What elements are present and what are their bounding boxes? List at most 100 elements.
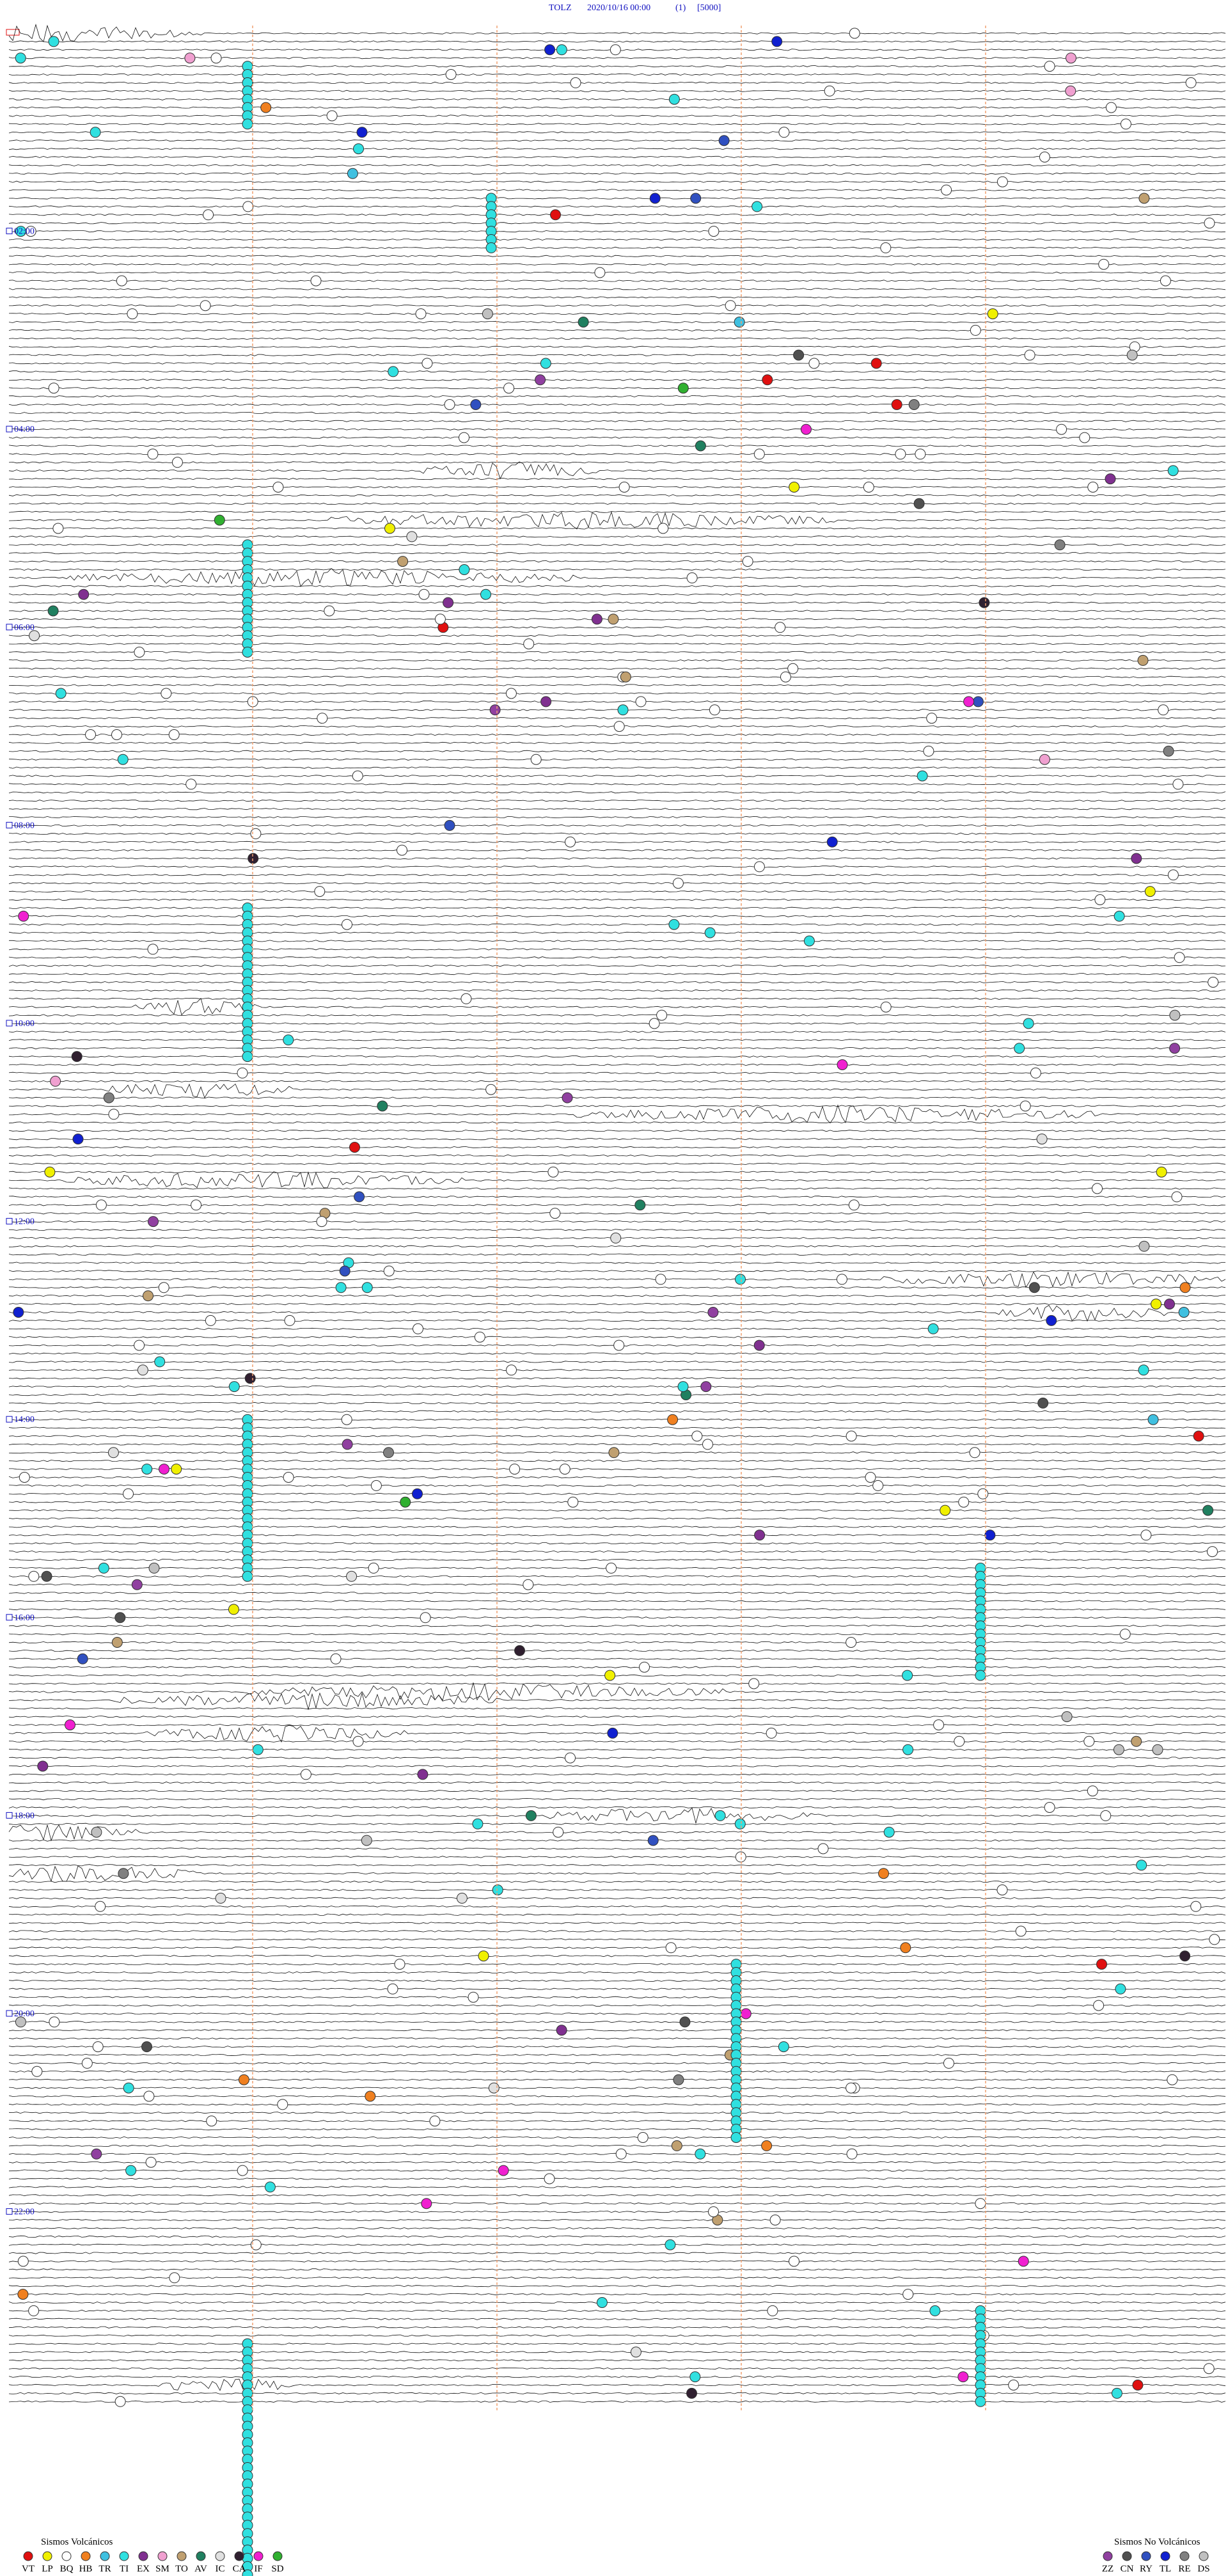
event-marker — [846, 2148, 858, 2160]
event-marker — [704, 927, 716, 938]
event-marker — [1105, 102, 1117, 113]
legend-swatch — [23, 2551, 33, 2561]
trace — [8, 2161, 1226, 2163]
event-marker — [902, 1744, 914, 1755]
event-marker — [902, 1670, 913, 1681]
event-marker — [272, 482, 284, 493]
trace — [8, 981, 1225, 984]
event-marker — [1065, 85, 1076, 97]
trace — [8, 709, 1225, 711]
trace — [8, 1707, 1226, 1710]
trace — [8, 1534, 1226, 1537]
time-label: 22:00 — [14, 2208, 35, 2217]
event-marker — [742, 556, 753, 567]
trace — [8, 1847, 1226, 1850]
trace — [8, 370, 1226, 373]
event-marker — [342, 919, 352, 930]
trace — [8, 898, 1226, 901]
event-marker — [77, 1653, 88, 1664]
event-marker — [1039, 152, 1050, 162]
legend-title: Sismos No Volcánicos — [1114, 2537, 1200, 2547]
trace — [9, 1261, 1226, 1264]
event-marker — [1056, 423, 1067, 435]
event-marker — [1167, 2074, 1178, 2085]
event-marker — [1092, 1183, 1103, 1194]
event-marker — [238, 2074, 249, 2085]
trace — [8, 2210, 1226, 2213]
event-marker — [880, 242, 892, 253]
event-marker — [1093, 2000, 1105, 2011]
legend-code: CN — [1121, 2564, 1134, 2574]
event-marker — [849, 28, 860, 39]
event-marker — [1171, 1191, 1183, 1203]
event-marker — [996, 176, 1008, 187]
event-marker — [1204, 217, 1215, 229]
event-marker — [277, 2099, 288, 2110]
event-marker — [1156, 1166, 1167, 1178]
event-marker — [492, 1885, 503, 1895]
event-marker — [95, 1199, 107, 1211]
event-marker — [13, 1307, 24, 1318]
trace — [8, 956, 1226, 959]
event-marker — [872, 1480, 884, 1491]
event-marker — [169, 2272, 180, 2284]
event-marker — [1030, 1067, 1041, 1079]
event-marker — [748, 1678, 760, 1689]
trace — [8, 997, 1226, 1016]
trace — [8, 1104, 1226, 1124]
time-label: 16:00 — [14, 1613, 35, 1623]
event-marker — [72, 1134, 84, 1145]
event-marker — [412, 1488, 423, 1499]
event-marker — [780, 671, 791, 683]
trace — [8, 230, 1226, 233]
trace — [8, 2243, 1226, 2246]
legend-swatch — [253, 2551, 264, 2561]
trace — [8, 271, 1226, 274]
event-marker — [203, 209, 214, 221]
trace — [8, 1410, 1226, 1412]
trace — [8, 320, 1226, 324]
event-marker — [383, 1265, 395, 1277]
event-marker — [848, 1199, 860, 1211]
event-marker — [114, 2396, 126, 2407]
event-marker — [1036, 1134, 1048, 1145]
event-marker — [228, 1604, 239, 1615]
event-marker — [1138, 1364, 1149, 1376]
trace — [8, 1476, 1226, 1479]
trace — [8, 841, 1225, 843]
trace — [8, 2037, 1226, 2040]
trace — [8, 1657, 1226, 1660]
event-marker — [878, 1868, 889, 1879]
event-marker — [915, 448, 926, 460]
trace — [8, 857, 1226, 860]
event-marker — [1164, 1299, 1175, 1310]
trace — [8, 2128, 1226, 2131]
event-marker — [836, 1274, 847, 1285]
event-marker — [1207, 1546, 1218, 1558]
event-marker — [607, 1727, 618, 1739]
event-marker — [50, 1075, 61, 1087]
event-marker — [1014, 1043, 1025, 1054]
event-marker — [865, 1472, 876, 1483]
event-marker — [114, 1612, 126, 1624]
trace — [8, 890, 1226, 893]
event-marker — [789, 2256, 799, 2267]
event-marker — [1136, 1860, 1147, 1871]
event-marker — [933, 1719, 945, 1730]
legend-code: BQ — [60, 2564, 74, 2574]
event-marker — [863, 482, 874, 493]
event-marker — [525, 1810, 537, 1821]
event-marker — [635, 696, 647, 707]
trace — [8, 477, 1226, 480]
event-marker — [1144, 886, 1156, 897]
trace — [8, 659, 1226, 662]
event-marker — [559, 1464, 571, 1475]
trace — [9, 1467, 1226, 1471]
event-marker — [228, 1381, 240, 1393]
legend-code: LP — [42, 2564, 53, 2574]
trace — [8, 106, 1226, 109]
trace — [8, 1542, 1226, 1545]
event-marker — [677, 1381, 689, 1393]
event-marker — [1203, 2363, 1215, 2375]
event-marker — [397, 556, 409, 567]
